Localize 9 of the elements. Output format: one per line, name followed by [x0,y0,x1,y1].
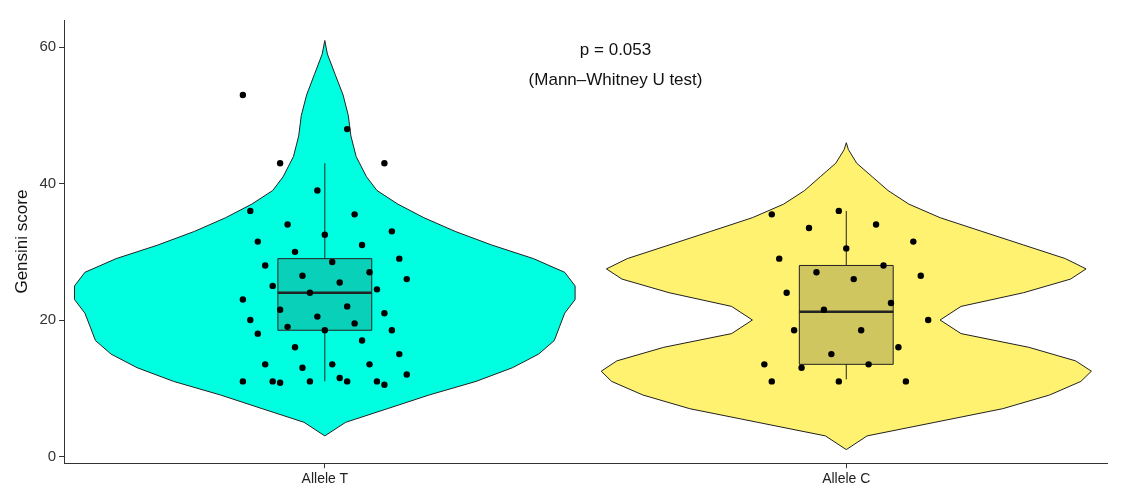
y-tick-label: 20 [39,310,57,328]
y-tick-label: 0 [47,446,57,464]
y-tick-label: 40 [39,173,57,191]
y-tick-label: 60 [39,37,57,55]
annotation: (Mann–Whitney U test) [528,69,703,89]
x-tick-label: Allele C [822,470,871,487]
x-tick-label: Allele T [301,470,349,487]
y-axis-title: Gensini score [11,189,31,294]
annotation: p = 0.053 [579,39,652,59]
